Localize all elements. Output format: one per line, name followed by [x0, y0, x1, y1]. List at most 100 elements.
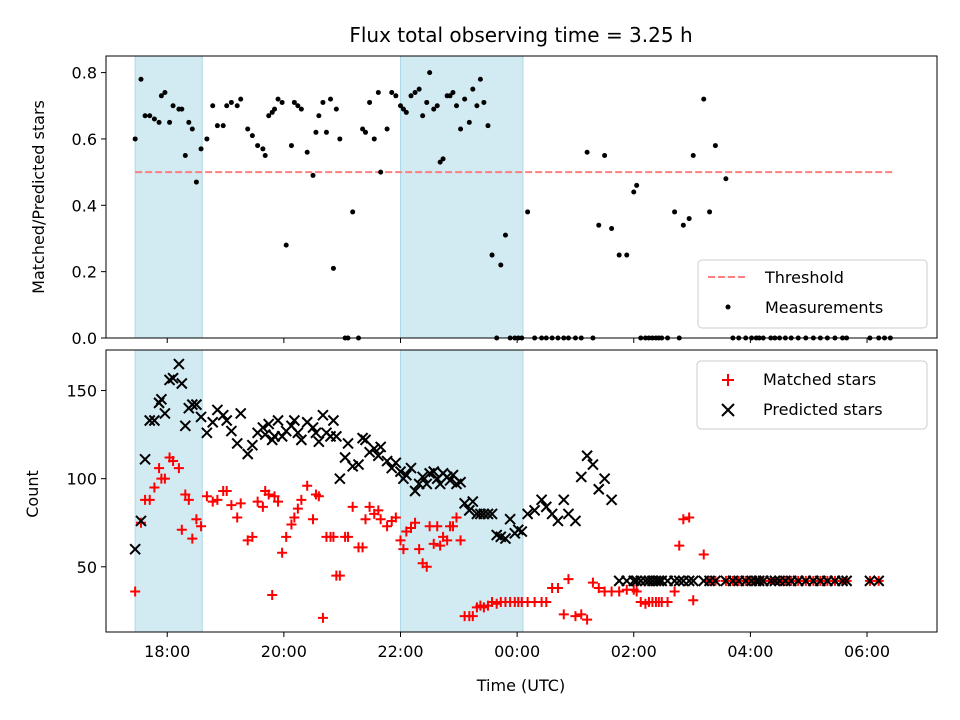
data-point: [221, 414, 233, 427]
data-point: [397, 103, 403, 109]
data-point: [416, 86, 422, 92]
data-point: [584, 149, 590, 155]
data-point: [159, 407, 171, 420]
data-point: [272, 414, 284, 427]
data-point: [320, 99, 326, 105]
data-point: [235, 407, 247, 420]
data-point: [450, 89, 456, 95]
data-point: [498, 262, 504, 268]
data-point: [235, 498, 246, 509]
shaded-interval: [134, 349, 203, 633]
data-point: [616, 252, 622, 258]
data-point: [753, 575, 765, 587]
data-point: [292, 427, 304, 439]
data-point: [328, 96, 334, 102]
data-point: [364, 501, 375, 512]
data-point: [247, 531, 258, 542]
data-point: [158, 93, 164, 99]
legend-predicted-swatch: [721, 403, 735, 417]
data-point: [162, 89, 168, 95]
legend-measurements-label: Measurements: [765, 298, 883, 317]
data-point: [394, 465, 407, 478]
data-point: [458, 126, 464, 132]
data-point: [552, 582, 563, 593]
data-point: [420, 113, 426, 119]
data-point: [605, 494, 618, 506]
data-point: [504, 513, 516, 525]
data-point: [173, 358, 185, 370]
data-point: [462, 96, 468, 102]
data-point: [257, 501, 268, 512]
data-point: [624, 252, 630, 258]
data-point: [168, 456, 179, 467]
data-point: [609, 226, 615, 232]
data-point: [393, 93, 399, 99]
data-point: [593, 483, 605, 495]
x-tick-label: 20:00: [261, 642, 307, 661]
data-point: [214, 123, 220, 129]
data-point: [485, 123, 491, 129]
x-tick-label: 22:00: [377, 642, 423, 661]
y-tick-label: 0.4: [72, 196, 97, 215]
data-point: [337, 136, 343, 142]
data-point: [238, 96, 244, 102]
data-point: [635, 575, 647, 587]
data-point: [474, 103, 480, 109]
data-point: [712, 143, 718, 149]
data-point: [707, 209, 713, 215]
data-point: [295, 434, 308, 446]
data-point: [840, 575, 853, 587]
data-point: [467, 611, 478, 622]
data-point: [151, 116, 157, 122]
data-point: [255, 143, 261, 149]
data-point: [186, 398, 199, 411]
data-point: [273, 496, 284, 507]
series-measurements: [132, 70, 893, 341]
bottom-legend: Matched stars Predicted stars: [696, 360, 928, 430]
data-point: [653, 575, 665, 587]
data-point: [221, 486, 232, 496]
data-point: [535, 494, 548, 506]
data-point: [279, 99, 285, 105]
data-point: [289, 512, 300, 523]
data-point: [428, 538, 439, 549]
data-point: [463, 504, 476, 517]
data-point: [313, 491, 324, 502]
y-tick-label: 0.8: [72, 64, 97, 83]
data-point: [410, 517, 421, 528]
data-point: [167, 119, 173, 125]
data-point: [569, 515, 582, 527]
data-point: [231, 437, 243, 450]
legend-box: [696, 360, 928, 430]
data-point: [409, 485, 421, 497]
data-point: [323, 129, 329, 135]
data-point: [576, 609, 587, 620]
data-point: [176, 377, 188, 390]
data-point: [201, 491, 212, 502]
data-point: [316, 113, 322, 119]
data-point: [481, 99, 487, 105]
legend-box: [697, 259, 928, 329]
data-point: [723, 176, 729, 182]
legend-threshold-label: Threshold: [764, 268, 844, 287]
data-point: [298, 106, 304, 112]
data-point: [375, 89, 381, 95]
data-point: [486, 508, 498, 520]
shaded-interval: [134, 55, 203, 339]
data-point: [350, 209, 356, 215]
data-point: [525, 209, 531, 215]
data-point: [286, 519, 297, 530]
data-point: [470, 86, 476, 92]
data-point: [631, 586, 642, 597]
data-point: [195, 411, 207, 423]
axes-frame: [105, 349, 938, 633]
data-point: [421, 561, 432, 572]
data-point: [191, 514, 202, 525]
data-point: [521, 508, 534, 520]
data-point: [220, 123, 226, 129]
data-point: [434, 103, 440, 109]
data-point: [217, 409, 229, 421]
data-point: [176, 524, 187, 535]
data-point: [328, 531, 339, 542]
